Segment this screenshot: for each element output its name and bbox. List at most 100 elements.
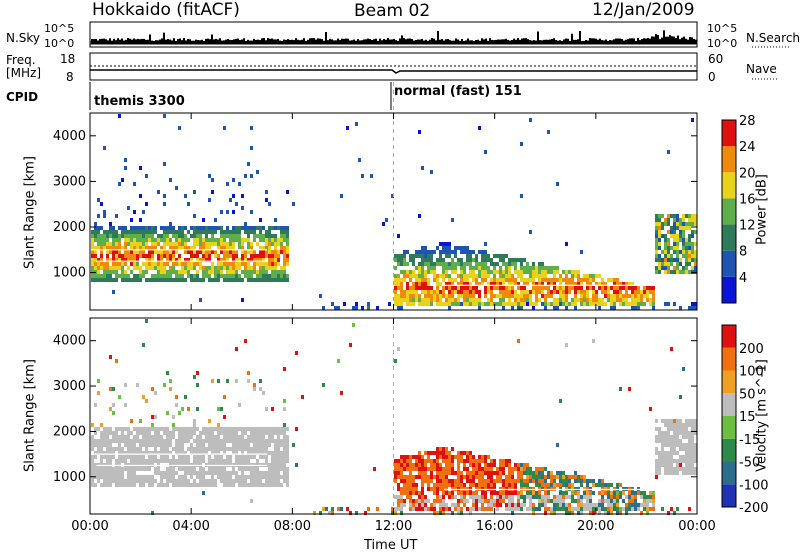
heatmap-cell: [499, 467, 502, 471]
heatmap-cell: [184, 234, 187, 238]
heatmap-cell: [163, 447, 166, 451]
heatmap-cell: [193, 190, 196, 194]
heatmap-cell: [514, 270, 517, 274]
heatmap-cell: [250, 126, 253, 130]
heatmap-cell: [589, 495, 592, 499]
heatmap-cell: [157, 431, 160, 435]
heatmap-cell: [232, 262, 235, 266]
heatmap-cell: [490, 463, 493, 467]
heatmap-cell: [187, 427, 190, 431]
heatmap-cell: [418, 130, 421, 134]
heatmap-cell: [199, 455, 202, 459]
heatmap-cell: [130, 230, 133, 234]
heatmap-cell: [208, 198, 211, 202]
heatmap-cell: [436, 499, 439, 503]
heatmap-cell: [493, 266, 496, 270]
heatmap-cell: [127, 230, 130, 234]
heatmap-cell: [283, 443, 286, 447]
heatmap-cell: [265, 407, 268, 411]
heatmap-cell: [109, 471, 112, 475]
heatmap-cell: [670, 254, 673, 258]
heatmap-cell: [481, 274, 484, 278]
heatmap-cell: [274, 475, 277, 479]
heatmap-cell: [652, 294, 655, 298]
heatmap-cell: [562, 475, 565, 479]
heatmap-cell: [634, 507, 637, 511]
heatmap-cell: [283, 258, 286, 262]
heatmap-cell: [226, 266, 229, 270]
heatmap-cell: [190, 431, 193, 435]
heatmap-cell: [655, 463, 658, 467]
heatmap-cell: [196, 483, 199, 487]
heatmap-cell: [259, 475, 262, 479]
heatmap-cell: [130, 262, 133, 266]
heatmap-cell: [247, 242, 250, 246]
heatmap-cell: [427, 459, 430, 463]
heatmap-cell: [190, 274, 193, 278]
heatmap-cell: [424, 282, 427, 286]
heatmap-cell: [202, 479, 205, 483]
heatmap-cell: [232, 254, 235, 258]
heatmap-cell: [181, 230, 184, 234]
heatmap-cell: [202, 459, 205, 463]
heatmap-cell: [157, 274, 160, 278]
heatmap-cell: [433, 250, 436, 254]
heatmap-cell: [661, 451, 664, 455]
heatmap-cell: [94, 262, 97, 266]
heatmap-cell: [463, 483, 466, 487]
heatmap-cell: [565, 306, 568, 310]
heatmap-cell: [109, 234, 112, 238]
heatmap-cell: [592, 278, 595, 282]
heatmap-cell: [109, 274, 112, 278]
heatmap-cell: [547, 302, 550, 306]
heatmap-cell: [208, 467, 211, 471]
heatmap-cell: [664, 242, 667, 246]
heatmap-cell: [496, 286, 499, 290]
heatmap-cell: [523, 278, 526, 282]
heatmap-cell: [328, 511, 331, 515]
heatmap-cell: [673, 302, 676, 306]
heatmap-cell: [181, 435, 184, 439]
heatmap-cell: [100, 471, 103, 475]
heatmap-cell: [271, 431, 274, 435]
heatmap-cell: [253, 439, 256, 443]
heatmap-cell: [142, 435, 145, 439]
heatmap-cell: [655, 447, 658, 451]
heatmap-cell: [220, 431, 223, 435]
heatmap-cell: [553, 479, 556, 483]
heatmap-cell: [100, 443, 103, 447]
heatmap-cell: [148, 475, 151, 479]
heatmap-cell: [484, 274, 487, 278]
heatmap-cell: [586, 507, 589, 511]
heatmap-cell: [223, 435, 226, 439]
heatmap-cell: [658, 230, 661, 234]
heatmap-cell: [454, 483, 457, 487]
heatmap-cell: [115, 238, 118, 242]
heatmap-cell: [469, 451, 472, 455]
heatmap-cell: [262, 431, 265, 435]
heatmap-cell: [688, 270, 691, 274]
heatmap-cell: [580, 298, 583, 302]
heatmap-cell: [91, 230, 94, 234]
heatmap-cell: [163, 270, 166, 274]
heatmap-cell: [448, 250, 451, 254]
heatmap-cell: [274, 242, 277, 246]
heatmap-cell: [418, 270, 421, 274]
heatmap-cell: [184, 194, 187, 198]
heatmap-cell: [271, 274, 274, 278]
heatmap-cell: [181, 451, 184, 455]
heatmap-cell: [478, 262, 481, 266]
velocity-colorbar-segment: [722, 416, 736, 439]
heatmap-cell: [157, 435, 160, 439]
heatmap-cell: [154, 451, 157, 455]
nsky-bar: [461, 38, 463, 44]
heatmap-cell: [172, 455, 175, 459]
heatmap-cell: [205, 270, 208, 274]
heatmap-cell: [499, 254, 502, 258]
heatmap-cell: [520, 471, 523, 475]
heatmap-cell: [442, 278, 445, 282]
heatmap-cell: [217, 439, 220, 443]
heatmap-cell: [442, 475, 445, 479]
heatmap-cell: [160, 451, 163, 455]
heatmap-cell: [190, 226, 193, 230]
